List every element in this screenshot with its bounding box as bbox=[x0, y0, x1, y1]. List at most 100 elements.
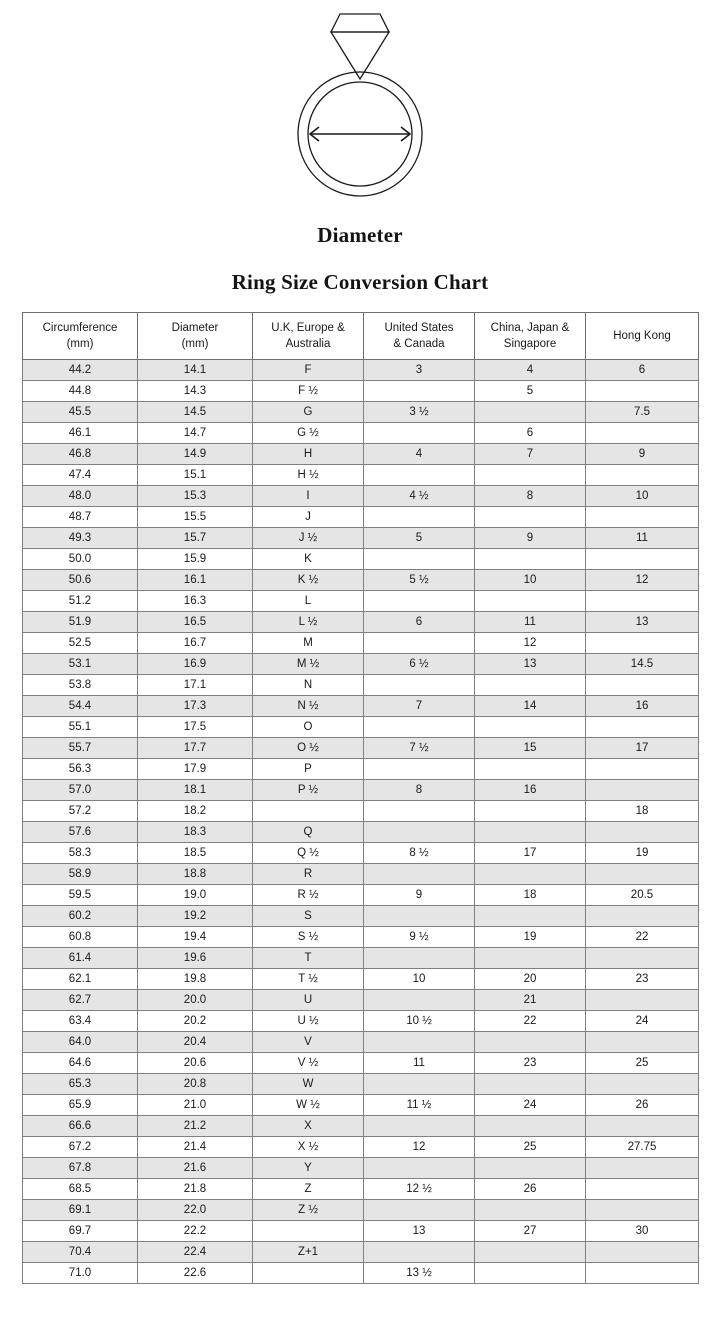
table-cell bbox=[585, 905, 699, 927]
table-cell: 17.7 bbox=[137, 737, 253, 759]
table-cell: 20.2 bbox=[137, 1010, 253, 1032]
table-cell: 18.8 bbox=[137, 863, 253, 885]
table-cell: Z ½ bbox=[252, 1199, 364, 1221]
table-row: 68.5 21.8 Z 12 ½ 26 bbox=[22, 1178, 699, 1200]
table-cell: 10 bbox=[585, 485, 699, 507]
table-cell: L bbox=[252, 590, 364, 612]
table-cell: 59.5 bbox=[22, 884, 138, 906]
table-row: 49.3 15.7 J ½ 5 9 11 bbox=[22, 527, 699, 549]
column-header-united-states-canada: United States & Canada bbox=[363, 312, 475, 360]
table-cell: 20.0 bbox=[137, 989, 253, 1011]
table-cell bbox=[585, 1073, 699, 1095]
table-cell: 8 ½ bbox=[363, 842, 475, 864]
table-body: 44.2 14.1 F 3 4 6 44.8 14.3 F ½ 5 45.5 14.5 G 3 ½ 7… bbox=[22, 359, 699, 1284]
table-cell bbox=[585, 464, 699, 486]
table-cell: I bbox=[252, 485, 364, 507]
table-cell: 6 bbox=[585, 359, 699, 381]
table-cell: 60.8 bbox=[22, 926, 138, 948]
table-cell: 10 bbox=[363, 968, 475, 990]
page-title: Ring Size Conversion Chart bbox=[231, 270, 489, 294]
table-cell: Q bbox=[252, 821, 364, 843]
table-cell: 44.2 bbox=[22, 359, 138, 381]
table-cell: 17.1 bbox=[137, 674, 253, 696]
table-cell bbox=[363, 1031, 475, 1053]
table-cell: 16.9 bbox=[137, 653, 253, 675]
table-cell: 64.6 bbox=[22, 1052, 138, 1074]
table-cell: 69.7 bbox=[22, 1220, 138, 1242]
table-cell: 4 bbox=[474, 359, 586, 381]
header-row: Circumference (mm) Diameter (mm) U.K, Eu… bbox=[22, 312, 699, 360]
table-cell: 5 ½ bbox=[363, 569, 475, 591]
table-cell: 46.8 bbox=[22, 443, 138, 465]
table-cell: 68.5 bbox=[22, 1178, 138, 1200]
table-cell: 16 bbox=[474, 779, 586, 801]
table-cell: F bbox=[252, 359, 364, 381]
table-cell bbox=[585, 548, 699, 570]
table-cell bbox=[585, 863, 699, 885]
table-cell bbox=[474, 464, 586, 486]
table-cell bbox=[363, 590, 475, 612]
table-cell bbox=[474, 947, 586, 969]
table-cell bbox=[363, 1241, 475, 1263]
table-cell: 27 bbox=[474, 1220, 586, 1242]
table-cell: L ½ bbox=[252, 611, 364, 633]
table-cell: 53.1 bbox=[22, 653, 138, 675]
table-cell bbox=[363, 800, 475, 822]
table-row: 51.9 16.5 L ½ 6 11 13 bbox=[22, 611, 699, 633]
diameter-arrow bbox=[308, 126, 412, 142]
table-cell: 14 bbox=[474, 695, 586, 717]
table-row: 67.2 21.4 X ½ 12 25 27.75 bbox=[22, 1136, 699, 1158]
table-row: 65.3 20.8 W bbox=[22, 1073, 699, 1095]
table-cell: 17.5 bbox=[137, 716, 253, 738]
table-cell: Z+1 bbox=[252, 1241, 364, 1263]
table-cell: 11 bbox=[474, 611, 586, 633]
table-cell: 7 bbox=[474, 443, 586, 465]
table-cell bbox=[363, 464, 475, 486]
table-cell: 62.7 bbox=[22, 989, 138, 1011]
table-cell bbox=[363, 632, 475, 654]
table-cell bbox=[474, 590, 586, 612]
table-cell bbox=[474, 905, 586, 927]
table-cell: 19 bbox=[474, 926, 586, 948]
table-cell bbox=[363, 548, 475, 570]
diamond-table-icon bbox=[329, 13, 391, 33]
table-cell: 16.3 bbox=[137, 590, 253, 612]
table-cell: S ½ bbox=[252, 926, 364, 948]
table-cell: 63.4 bbox=[22, 1010, 138, 1032]
table-cell: Z bbox=[252, 1178, 364, 1200]
table-cell: 30 bbox=[585, 1220, 699, 1242]
table-cell: 16.5 bbox=[137, 611, 253, 633]
table-cell: 5 bbox=[363, 527, 475, 549]
table-row: 46.1 14.7 G ½ 6 bbox=[22, 422, 699, 444]
table-cell: 9 bbox=[585, 443, 699, 465]
table-cell bbox=[585, 590, 699, 612]
table-cell: 15.1 bbox=[137, 464, 253, 486]
table-cell: R bbox=[252, 863, 364, 885]
table-cell: G ½ bbox=[252, 422, 364, 444]
table-cell: H ½ bbox=[252, 464, 364, 486]
table-cell bbox=[474, 1031, 586, 1053]
column-header-hong-kong: Hong Kong bbox=[585, 312, 699, 360]
table-cell: 13 bbox=[585, 611, 699, 633]
title-block: Diameter Ring Size Conversion Chart bbox=[0, 222, 720, 295]
table-cell bbox=[474, 1262, 586, 1284]
table-cell: 6 ½ bbox=[363, 653, 475, 675]
table-cell bbox=[474, 1115, 586, 1137]
table-cell: 11 ½ bbox=[363, 1094, 475, 1116]
table-cell bbox=[363, 1073, 475, 1095]
table-cell: 9 ½ bbox=[363, 926, 475, 948]
table-cell: 65.9 bbox=[22, 1094, 138, 1116]
table-cell: 70.4 bbox=[22, 1241, 138, 1263]
table-row: 53.8 17.1 N bbox=[22, 674, 699, 696]
table-cell: 8 bbox=[363, 779, 475, 801]
table-cell: Y bbox=[252, 1157, 364, 1179]
table-header: Circumference (mm) Diameter (mm) U.K, Eu… bbox=[22, 312, 699, 360]
table-cell: 18.3 bbox=[137, 821, 253, 843]
table-cell bbox=[363, 422, 475, 444]
table-cell: 14.5 bbox=[137, 401, 253, 423]
table-cell: 15.5 bbox=[137, 506, 253, 528]
table-cell bbox=[363, 1199, 475, 1221]
table-cell: 22.0 bbox=[137, 1199, 253, 1221]
table-cell: 18.5 bbox=[137, 842, 253, 864]
table-cell: 5 bbox=[474, 380, 586, 402]
